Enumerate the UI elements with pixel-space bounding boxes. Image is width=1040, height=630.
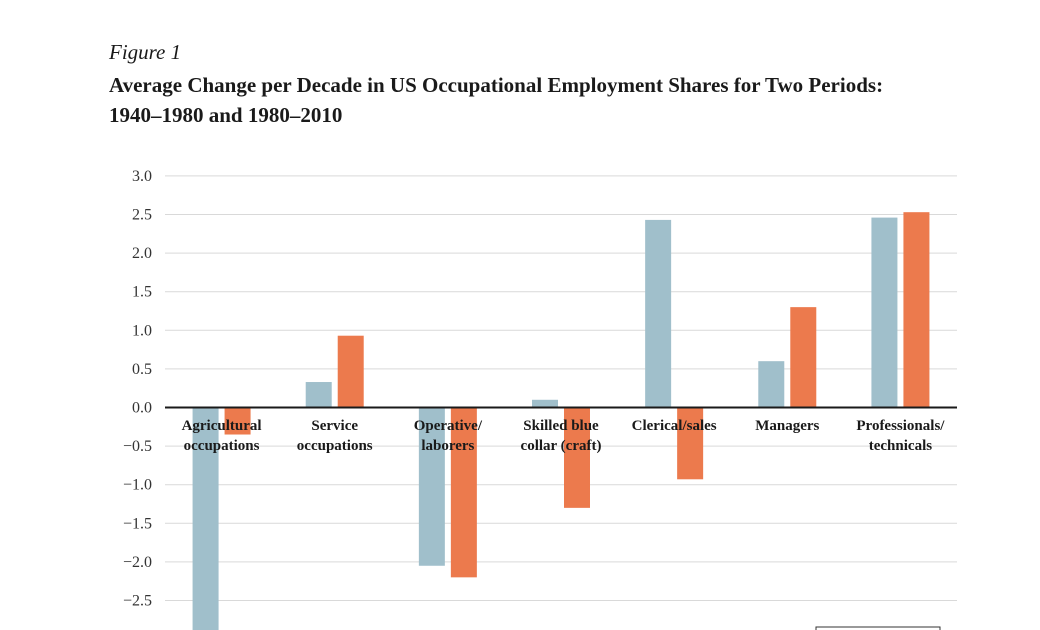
category-label: Skilled blue — [523, 418, 599, 434]
bar-series-2 — [790, 307, 817, 408]
category-label: occupations — [297, 438, 373, 454]
y-tick-label: 1.0 — [132, 322, 152, 339]
category-label: Managers — [755, 418, 819, 434]
y-tick-label: 3.0 — [132, 168, 152, 185]
y-tick-label: −2.0 — [123, 554, 152, 571]
bar-series-1 — [871, 217, 898, 408]
category-label: Agricultural — [182, 418, 262, 434]
bar-series-2 — [450, 407, 477, 578]
bar-series-1 — [758, 361, 785, 408]
y-tick-label: −0.5 — [123, 438, 152, 455]
bars — [192, 212, 930, 630]
y-tick-label: 0.0 — [132, 400, 152, 417]
y-tick-label: 0.5 — [132, 361, 152, 378]
category-label: technicals — [869, 438, 932, 454]
figure-label: Figure 1 — [109, 40, 182, 64]
bar-series-2 — [677, 407, 704, 480]
bar-series-1 — [418, 407, 445, 566]
bar-series-2 — [903, 212, 930, 408]
bar-series-2 — [564, 407, 590, 508]
category-label: Service — [311, 418, 358, 434]
y-tick-label: −1.5 — [123, 515, 152, 532]
y-tick-label: −1.0 — [123, 477, 152, 494]
bar-series-2 — [337, 335, 364, 408]
category-labels: Agricultural occupations Service occupation… — [182, 418, 946, 454]
y-tick-label: −2.5 — [123, 593, 152, 610]
category-label: Operative/ — [414, 418, 483, 434]
y-tick-label: 2.5 — [132, 207, 152, 224]
bar-series-2 — [224, 407, 251, 435]
figure-title: Average Change per Decade in US Occupati… — [109, 73, 884, 127]
category-label: laborers — [421, 438, 474, 454]
y-tick-labels: 3.0 2.5 2.0 1.5 1.0 0.5 0.0 −0.5 −1.0 −1.5 −2.0 −2.… — [123, 168, 152, 610]
bar-series-1 — [305, 382, 332, 408]
y-tick-label: 1.5 — [132, 284, 152, 301]
category-label: collar (craft) — [521, 438, 602, 454]
bar-series-1 — [192, 407, 219, 630]
bar-series-1 — [532, 399, 558, 408]
bar-series-1 — [645, 219, 672, 408]
y-tick-label: 2.0 — [132, 245, 152, 262]
category-label: Clerical/sales — [632, 418, 717, 434]
gridlines — [165, 175, 957, 601]
category-label: Professionals/ — [856, 418, 945, 434]
category-label: occupations — [184, 438, 260, 454]
legend-box-edge — [815, 626, 941, 630]
